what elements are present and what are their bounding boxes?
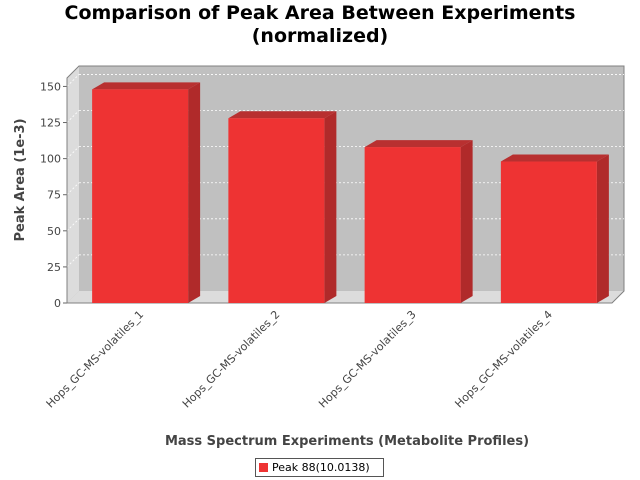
chart-title-line-2: (normalized) [251,25,389,47]
gridline-wall [66,218,80,232]
x-tick-label: Hops_GC-MS-volatiles_1 [44,308,147,411]
bar-side [596,154,609,303]
x-tick-label: Hops_GC-MS-volatiles_2 [180,308,283,411]
y-axis-label: Peak Area (1e-3) [13,118,28,241]
plot-background [67,66,624,303]
x-axis-label: Mass Spectrum Experiments (Metabolite Pr… [165,434,529,449]
bar-side [188,82,201,303]
bar [92,89,189,303]
legend-swatch [259,463,268,472]
bar [500,161,597,303]
x-tick-label: Hops_GC-MS-volatiles_4 [452,308,555,411]
chart-title-line-1: Comparison of Peak Area Between Experime… [64,2,576,24]
y-tick-label: 25 [47,261,61,274]
y-tick-label: 0 [54,297,61,310]
y-tick-label: 50 [47,225,61,238]
bar-side [324,111,337,303]
y-tick-label: 75 [47,189,61,202]
bar-top [500,154,609,162]
legend: Peak 88(10.0138) [255,458,384,477]
gridline-wall [66,254,80,268]
chart-title: Comparison of Peak Area Between Experime… [0,2,640,48]
x-tick-label: Hops_GC-MS-volatiles_3 [316,308,419,411]
gridline-wall [66,146,80,159]
bar [364,147,461,303]
plot-floor [67,291,624,303]
bar-top [364,140,473,148]
bar-side [460,140,473,303]
gridline-wall [66,74,80,87]
legend-label: Peak 88(10.0138) [272,461,370,474]
y-tick-label: 125 [40,117,61,130]
y-tick-label: 100 [40,153,61,166]
bar [228,118,325,303]
plot-left-wall [67,66,79,303]
gridline-wall [66,182,80,196]
bar-top [228,111,337,119]
gridline-wall [66,110,80,123]
bar-top [92,82,201,90]
y-tick-label: 150 [40,80,61,93]
